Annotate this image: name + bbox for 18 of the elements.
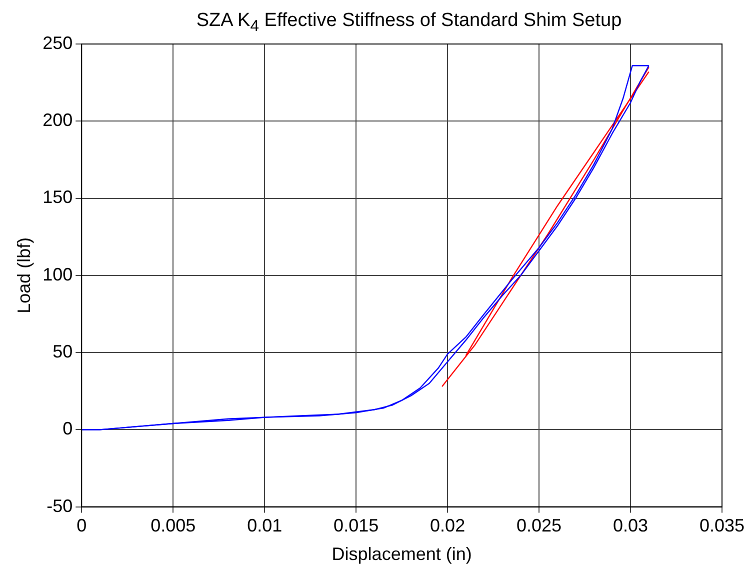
x-axis-title: Displacement (in): [332, 544, 472, 564]
y-tick-label: 250: [42, 32, 73, 53]
y-tick-label: 100: [42, 264, 73, 284]
x-tick-label: 0.03: [612, 516, 648, 536]
x-tick-label: 0.035: [699, 516, 745, 536]
x-tick-label: 0: [76, 516, 87, 536]
y-tick-label: 0: [62, 418, 73, 439]
x-tick-label: 0.02: [430, 516, 466, 536]
y-axis-title: Load (lbf): [14, 237, 34, 314]
y-tick-label: -50: [46, 496, 73, 516]
x-tick-label: 0.025: [516, 516, 562, 536]
x-tick-label: 0.005: [150, 516, 196, 536]
y-tick-label: 50: [52, 342, 73, 362]
y-tick-label: 200: [42, 110, 73, 130]
x-tick-label: 0.015: [334, 516, 379, 536]
x-tick-label: 0.01: [247, 516, 282, 536]
chart-title: SZA K$_{4}$ Effective Stiffness of Standard Shim Setup: [195, 10, 623, 36]
y-tick-label: 150: [42, 187, 73, 208]
